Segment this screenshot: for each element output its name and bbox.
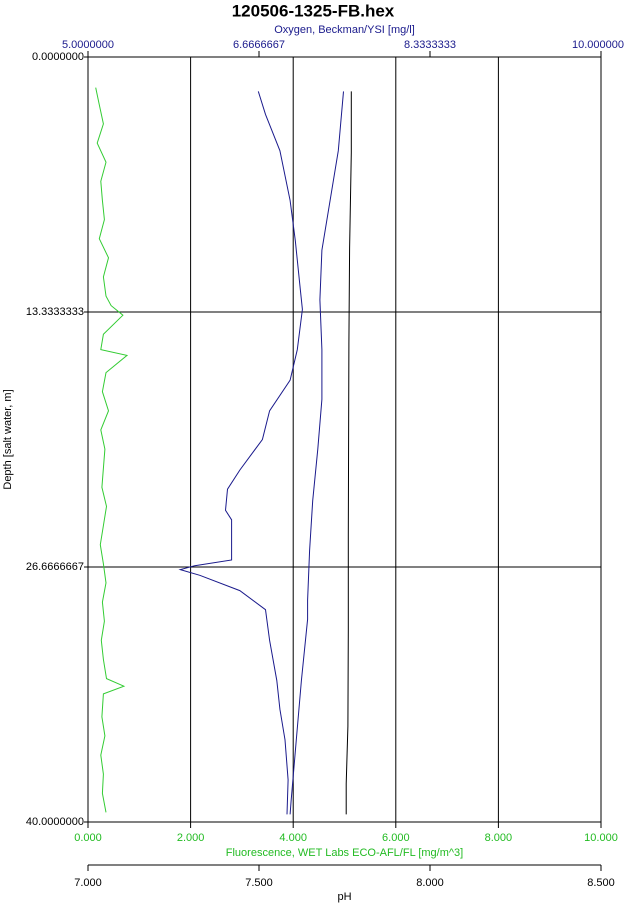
- profile-line: [95, 87, 129, 813]
- x-tick-label: 4.000: [279, 832, 307, 844]
- x-axis-label: pH: [337, 891, 351, 903]
- x-tick-label: 2.000: [177, 832, 205, 844]
- x-axis-label: Fluorescence, WET Labs ECO-AFL/FL [mg/m^…: [226, 847, 463, 859]
- x-tick-label: 6.6666667: [233, 39, 285, 51]
- x-axis-label: Oxygen, Beckman/YSI [mg/l]: [274, 24, 415, 36]
- x-tick-label: 8.3333333: [404, 39, 456, 51]
- x-tick-label: 7.500: [245, 877, 273, 889]
- profile-line: [178, 91, 303, 815]
- profile-line: [345, 91, 352, 815]
- y-tick-label: 40.0000000: [26, 816, 84, 828]
- x-tick-label: 8.000: [416, 877, 444, 889]
- y-axis-label: Depth [salt water, m]: [2, 389, 14, 489]
- y-tick-label: 26.6666667: [26, 561, 84, 573]
- y-tick-label: 0.0000000: [32, 51, 84, 63]
- x-tick-label: 0.000: [74, 832, 102, 844]
- y-tick-label: 13.3333333: [26, 306, 84, 318]
- chart-title: 120506-1325-FB.hex: [232, 1, 395, 20]
- x-tick-label: 7.000: [74, 877, 102, 889]
- x-tick-label: 5.0000000: [62, 39, 114, 51]
- x-tick-label: 10.000: [584, 832, 618, 844]
- x-tick-label: 6.000: [382, 832, 410, 844]
- x-tick-label: 8.500: [587, 877, 615, 889]
- plot-frame: [87, 56, 602, 823]
- x-tick-label: 8.000: [485, 832, 513, 844]
- x-tick-label: 10.000000: [572, 39, 624, 51]
- profile-line: [289, 91, 344, 815]
